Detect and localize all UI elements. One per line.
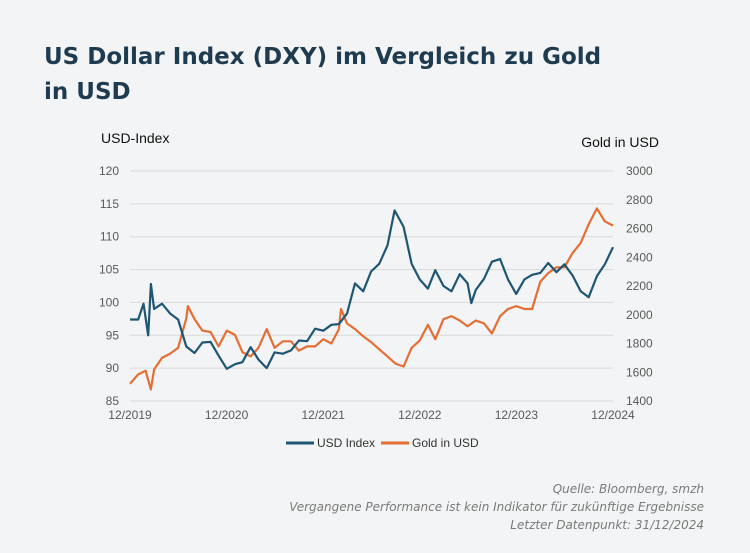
left-tick-label: 105 xyxy=(99,263,119,277)
left-axis-title: USD-Index xyxy=(101,130,169,146)
x-tick-label: 12/2023 xyxy=(495,408,539,422)
left-axis-ticks: 85 90 95 100 105 110 115 120 xyxy=(99,164,119,408)
series-line-usd-index xyxy=(130,209,614,370)
right-tick-label: 3000 xyxy=(626,164,653,178)
x-tick-label: 12/2020 xyxy=(205,408,249,422)
chart-footnotes: Quelle: Bloomberg, smzh Vergangene Perfo… xyxy=(289,480,704,534)
right-tick-label: 1800 xyxy=(626,337,653,351)
legend: USD Index Gold in USD xyxy=(286,436,479,450)
right-tick-label: 2400 xyxy=(626,250,653,264)
last-datapoint-note: Letzter Datenpunkt: 31/12/2024 xyxy=(510,518,704,532)
left-tick-label: 115 xyxy=(100,197,119,211)
chart-title: US Dollar Index (DXY) im Vergleich zu Go… xyxy=(44,44,602,105)
x-tick-label: 12/2024 xyxy=(591,408,635,422)
right-tick-label: 2200 xyxy=(626,279,653,293)
left-tick-label: 90 xyxy=(106,361,120,375)
right-axis-title: Gold in USD xyxy=(581,134,659,150)
source-note: Quelle: Bloomberg, smzh xyxy=(552,482,704,496)
left-tick-label: 110 xyxy=(100,230,119,244)
x-tick-label: 12/2019 xyxy=(108,408,152,422)
disclaimer-note: Vergangene Performance ist kein Indikato… xyxy=(289,500,704,514)
right-tick-label: 1600 xyxy=(626,365,653,379)
right-tick-label: 2600 xyxy=(626,222,653,236)
series-line-gold xyxy=(129,207,614,391)
x-tick-label: 12/2022 xyxy=(398,408,442,422)
gridlines xyxy=(130,170,613,402)
left-tick-label: 100 xyxy=(99,295,119,309)
x-axis-ticks: 12/2019 12/2020 12/2021 12/2022 12/2023 12/20… xyxy=(108,408,635,422)
legend-label-gold: Gold in USD xyxy=(412,436,479,450)
dual-axis-line-chart: 85 90 95 100 105 110 115 120 1400 1600 1800 2000 22… xyxy=(99,130,659,450)
left-tick-label: 95 xyxy=(106,328,120,342)
right-tick-label: 2000 xyxy=(626,308,653,322)
right-tick-label: 1400 xyxy=(626,394,653,408)
right-axis-ticks: 1400 1600 1800 2000 2200 2400 2600 2800 3000 xyxy=(626,164,653,408)
left-tick-label: 120 xyxy=(99,164,119,178)
x-tick-label: 12/2021 xyxy=(302,408,346,422)
legend-label-usd: USD Index xyxy=(317,436,375,450)
right-tick-label: 2800 xyxy=(626,193,653,207)
left-tick-label: 85 xyxy=(106,394,120,408)
